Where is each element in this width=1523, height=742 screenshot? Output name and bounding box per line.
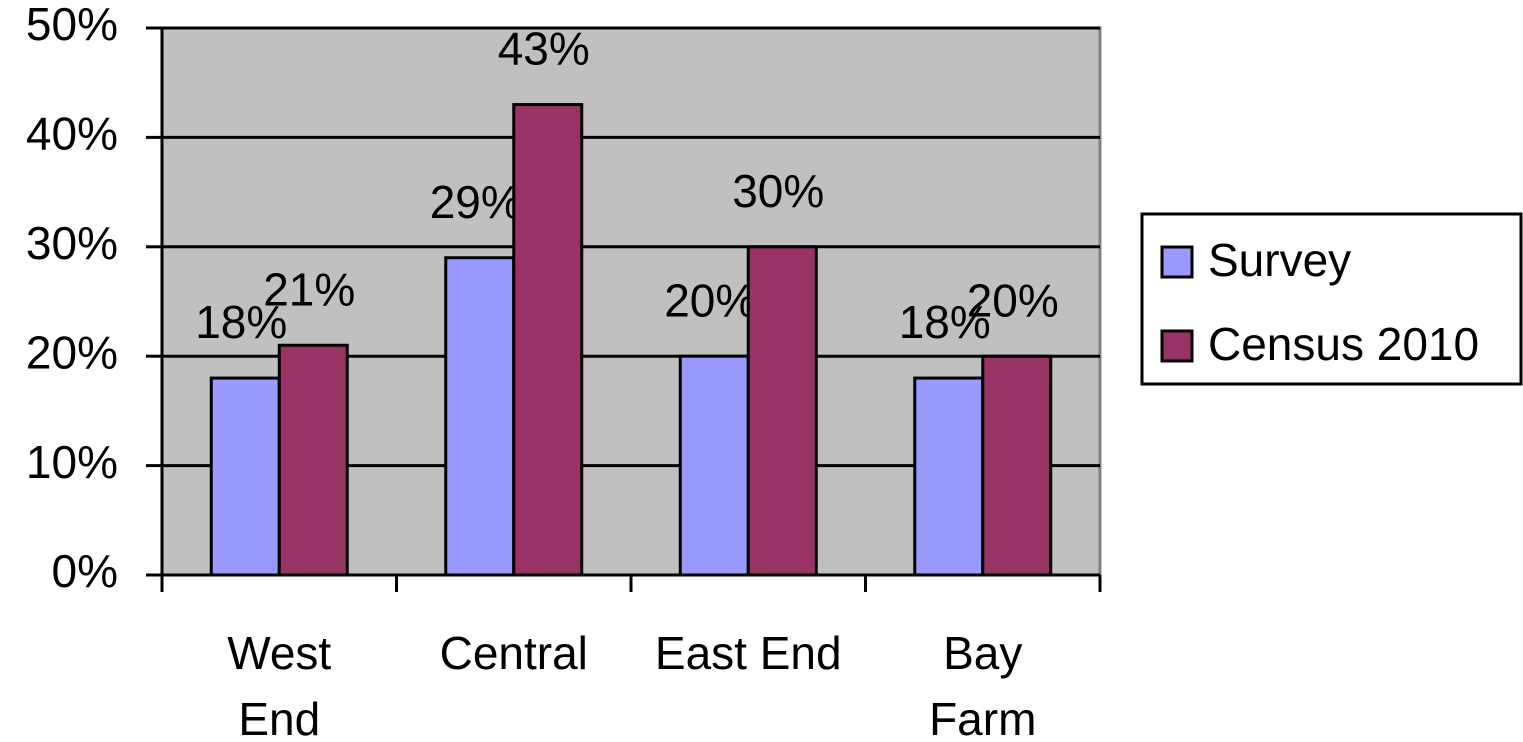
x-tick-label: Bay Farm [929, 627, 1037, 742]
bar [678, 354, 750, 577]
bar [746, 245, 818, 577]
x-tick-label: Central [439, 627, 588, 679]
data-label: 21% [263, 263, 355, 315]
legend-label: Census 2010 [1208, 318, 1479, 370]
x-tick-label: East End [654, 627, 842, 679]
y-tick-label: 10% [26, 436, 118, 488]
y-tick-label: 0% [52, 545, 118, 597]
bar [209, 376, 281, 577]
bar [981, 354, 1053, 577]
legend-swatch [1160, 329, 1194, 363]
data-label: 20% [664, 274, 756, 326]
data-label: 30% [732, 165, 824, 217]
data-label: 43% [498, 23, 590, 75]
legend-label: Survey [1208, 234, 1351, 286]
data-label: 18% [899, 296, 991, 348]
y-tick-label: 30% [26, 217, 118, 269]
bar [913, 376, 985, 577]
data-label: 20% [967, 274, 1059, 326]
y-tick-label: 40% [26, 108, 118, 160]
bar [277, 343, 349, 577]
bar [444, 256, 516, 577]
x-tick-label: West End [227, 627, 332, 742]
legend-swatch [1160, 245, 1194, 279]
bar [512, 103, 584, 577]
legend-box [1140, 212, 1523, 386]
data-label: 18% [195, 296, 287, 348]
data-label: 29% [430, 176, 522, 228]
y-tick-label: 50% [26, 0, 118, 50]
y-tick-label: 20% [26, 326, 118, 378]
